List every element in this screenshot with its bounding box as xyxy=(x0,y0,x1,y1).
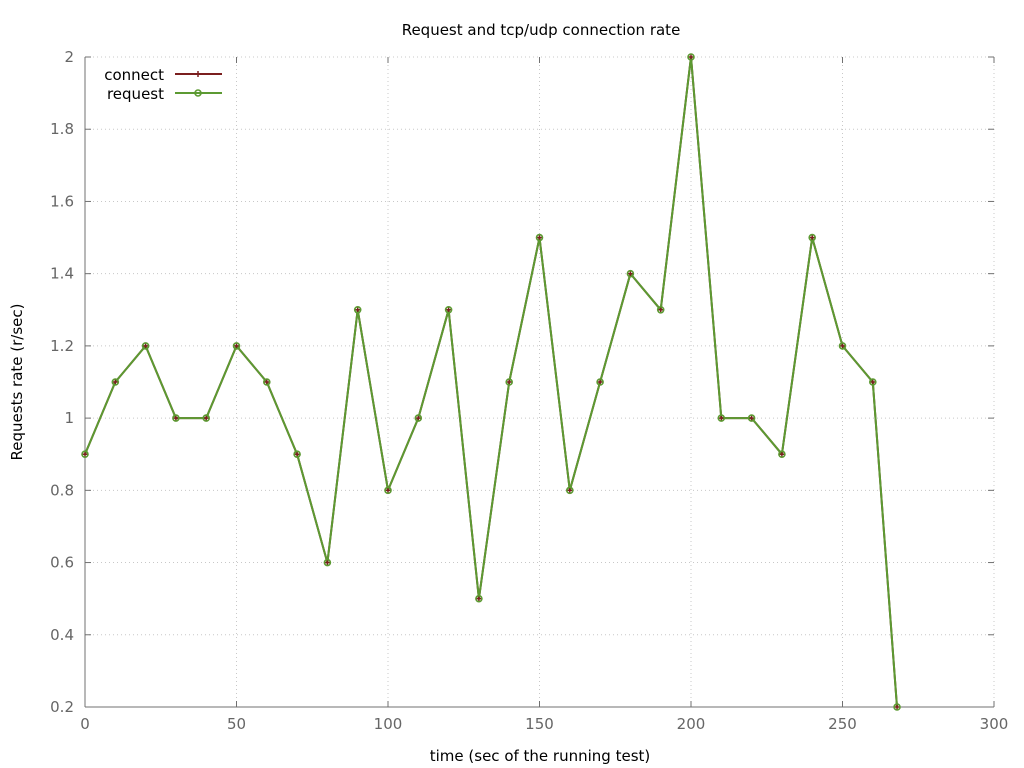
legend: connect request xyxy=(104,66,222,103)
data-point-request xyxy=(414,414,423,422)
data-point-request xyxy=(323,558,332,567)
data-point-request xyxy=(808,233,817,242)
legend-label-request: request xyxy=(107,85,164,103)
x-axis-label: time (sec of the running test) xyxy=(430,747,651,765)
data-point-request xyxy=(111,378,120,386)
series-markers xyxy=(81,53,901,711)
data-point-connect xyxy=(172,415,179,422)
data-point-connect xyxy=(112,379,119,385)
data-point-request xyxy=(353,305,362,314)
y-tick-label: 0.8 xyxy=(50,481,74,499)
data-point-request xyxy=(687,53,695,61)
data-point-request xyxy=(535,233,544,242)
y-tick-label: 1.2 xyxy=(50,337,74,355)
y-axis-label: Requests rate (r/sec) xyxy=(8,304,26,461)
data-point-connect xyxy=(894,704,901,710)
data-point-connect xyxy=(839,342,846,349)
data-point-connect xyxy=(627,270,634,277)
data-point-connect xyxy=(536,234,543,241)
data-point-request xyxy=(172,414,180,422)
data-point-request xyxy=(747,414,756,422)
data-point-connect xyxy=(324,559,331,566)
data-point-connect xyxy=(82,451,88,458)
data-point-connect xyxy=(657,306,664,313)
chart-title: Request and tcp/udp connection rate xyxy=(402,21,681,39)
data-point-request xyxy=(475,594,483,603)
x-tick-label: 300 xyxy=(980,715,1009,733)
data-point-request xyxy=(717,414,726,422)
x-tick-label: 200 xyxy=(677,715,706,733)
data-point-connect xyxy=(809,234,816,241)
y-tick-label: 0.4 xyxy=(50,626,74,644)
data-point-request xyxy=(565,486,574,495)
data-point-request xyxy=(778,450,786,459)
legend-marker-point-request xyxy=(194,89,202,97)
data-point-connect xyxy=(566,487,573,494)
x-tick-label: 0 xyxy=(80,715,90,733)
data-point-request xyxy=(232,342,241,350)
data-point-request xyxy=(656,305,665,314)
x-tick-label: 100 xyxy=(374,715,403,733)
data-point-connect xyxy=(718,415,725,422)
data-point-connect xyxy=(415,415,422,422)
legend-marker-point-connect xyxy=(195,71,201,77)
data-point-connect xyxy=(233,342,240,349)
axes xyxy=(84,56,995,708)
data-point-connect xyxy=(597,379,604,385)
data-point-request xyxy=(262,378,271,386)
data-point-connect xyxy=(294,451,301,458)
data-point-request xyxy=(838,342,847,350)
data-point-connect xyxy=(142,342,149,349)
legend-marker-connect xyxy=(195,71,201,77)
data-point-request xyxy=(202,414,210,422)
data-point-connect xyxy=(748,415,755,422)
y-tick-label: 1.8 xyxy=(50,120,74,138)
data-point-connect xyxy=(354,306,361,313)
x-tick-label: 50 xyxy=(227,715,246,733)
data-point-request xyxy=(596,378,604,386)
data-point-request xyxy=(293,450,301,459)
data-point-connect xyxy=(688,54,694,60)
data-point-connect xyxy=(263,379,270,385)
data-point-request xyxy=(81,450,89,459)
series-line-request xyxy=(84,56,898,708)
data-point-connect xyxy=(475,595,482,602)
data-point-request xyxy=(893,703,901,711)
legend-marker-request xyxy=(194,89,202,97)
y-tick-label: 2 xyxy=(64,48,74,66)
y-tick-label: 1 xyxy=(64,409,74,427)
x-tick-label: 150 xyxy=(525,715,554,733)
y-tick-label: 0.6 xyxy=(50,554,74,572)
series-lines xyxy=(84,56,898,708)
data-point-connect xyxy=(506,379,513,385)
y-tick-label: 1.4 xyxy=(50,265,74,283)
x-tick-label: 250 xyxy=(828,715,857,733)
data-point-request xyxy=(141,342,150,350)
data-point-connect xyxy=(869,379,876,385)
data-point-request xyxy=(384,486,392,495)
legend-label-connect: connect xyxy=(104,66,164,84)
tick-labels: 0 50 100 150 200 250 300 0.2 0.4 0.6 0.8 1 1.2 1.4 1.6… xyxy=(50,48,1008,733)
data-point-connect xyxy=(385,487,391,494)
data-point-connect xyxy=(445,306,452,313)
data-point-connect xyxy=(203,415,210,422)
y-tick-label: 0.2 xyxy=(50,698,74,716)
data-point-request xyxy=(444,305,453,314)
data-point-request xyxy=(626,269,635,278)
y-tick-label: 1.6 xyxy=(50,192,74,210)
data-point-request xyxy=(868,378,877,386)
data-point-request xyxy=(505,378,514,386)
data-point-connect xyxy=(778,451,785,458)
